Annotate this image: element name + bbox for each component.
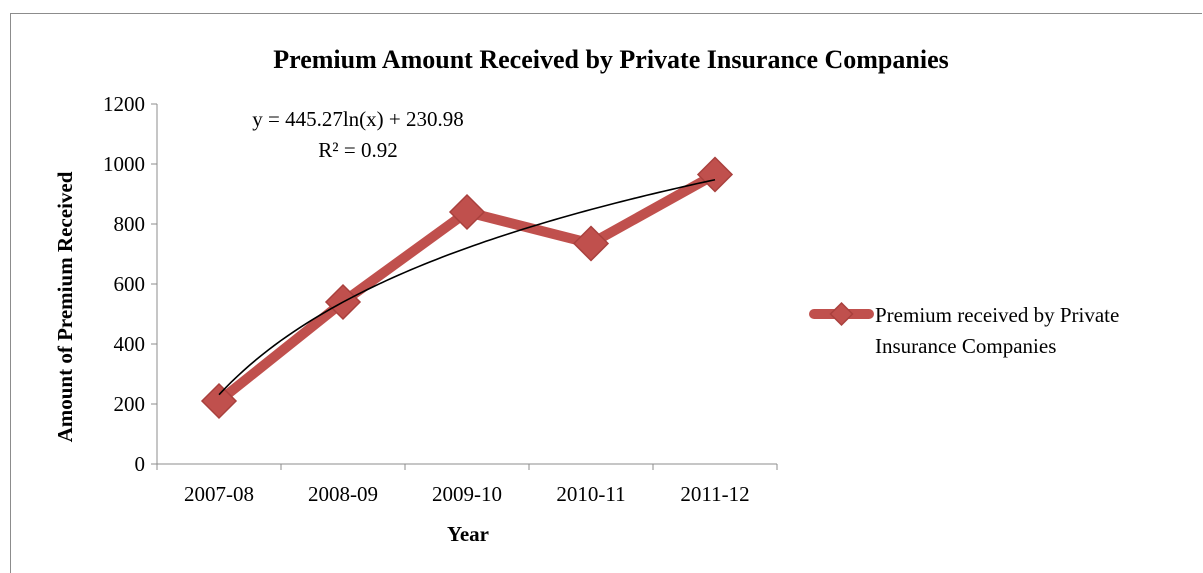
x-axis-ticks: 2007-08 2008-09 2009-10 2010-11 2011-12 — [156, 464, 778, 506]
y-tick-label: 600 — [114, 272, 146, 296]
data-point-marker[interactable] — [696, 156, 734, 193]
x-tick-label: 2008-09 — [308, 482, 378, 506]
x-tick-label: 2007-08 — [184, 482, 254, 506]
x-axis-title: Year — [447, 522, 489, 546]
data-point-marker[interactable] — [448, 193, 486, 231]
x-tick-label: 2009-10 — [432, 482, 502, 506]
y-tick-label: 1000 — [103, 152, 145, 176]
legend[interactable]: Premium received by Private Insurance Co… — [809, 301, 1125, 358]
data-point-marker[interactable] — [572, 225, 610, 262]
legend-label-line-1: Premium received by Private — [875, 303, 1119, 327]
legend-swatch-marker — [829, 301, 854, 327]
y-axis-title: Amount of Premium Received — [53, 171, 77, 442]
y-tick-label: 0 — [135, 452, 146, 476]
legend-label: Premium received by Private Insurance Co… — [875, 303, 1125, 358]
x-tick-label: 2011-12 — [680, 482, 749, 506]
y-tick-label: 1200 — [103, 92, 145, 116]
legend-label-line-2: Insurance Companies — [875, 334, 1056, 358]
y-tick-label: 400 — [114, 332, 146, 356]
data-point-marker[interactable] — [200, 382, 238, 420]
x-tick-label: 2010-11 — [556, 482, 625, 506]
trendline-r-squared: R² = 0.92 — [318, 138, 397, 162]
y-tick-label: 200 — [114, 392, 146, 416]
chart-svg: Premium Amount Received by Private Insur… — [53, 45, 1125, 546]
chart-frame: Premium Amount Received by Private Insur… — [10, 13, 1202, 573]
y-axis-ticks: 0 200 400 600 800 1000 1200 — [103, 92, 157, 476]
chart-title: Premium Amount Received by Private Insur… — [273, 45, 948, 74]
series-group — [200, 156, 734, 420]
trendline-equation: y = 445.27ln(x) + 230.98 — [252, 107, 464, 131]
y-tick-label: 800 — [114, 212, 146, 236]
trendline-group — [218, 178, 716, 396]
trendline — [218, 178, 716, 396]
